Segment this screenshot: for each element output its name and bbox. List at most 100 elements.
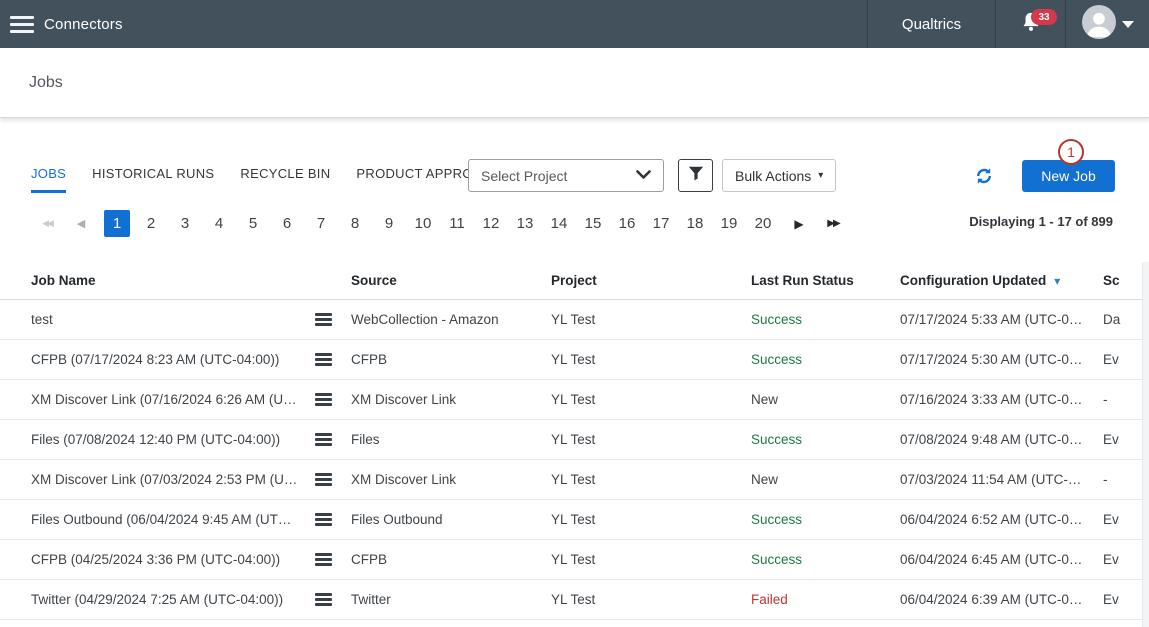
page-numbers: 1 2 3 4 5 6 7 8 9 10 11 12 13 14 15 16 17 18 19 20 [104, 210, 784, 237]
page-number-button[interactable]: 12 [482, 215, 500, 232]
job-name-cell[interactable]: CFPB (04/25/2024 3:36 PM (UTC-04:00)) [31, 552, 281, 567]
page-number-button[interactable]: 4 [214, 215, 224, 232]
top-bar: Connectors Qualtrics 33 [0, 0, 1149, 48]
row-menu-icon[interactable] [315, 513, 333, 526]
account-menu[interactable] [1065, 0, 1149, 48]
filter-button[interactable] [678, 159, 713, 192]
table-row[interactable]: Files Outbound (06/04/2024 9:45 AM (UT… … [0, 500, 1149, 540]
app-title: Connectors [44, 15, 123, 33]
project-cell: YL Test [551, 392, 596, 407]
job-name-cell[interactable]: XM Discover Link (07/03/2024 2:53 PM (U… [31, 472, 298, 487]
funnel-icon [687, 165, 705, 187]
tabs: JOBS HISTORICAL RUNS RECYCLE BIN PRODUCT AP… [31, 166, 523, 193]
page-number-button[interactable]: 18 [686, 215, 704, 232]
row-menu-icon[interactable] [315, 313, 333, 326]
last-page-button[interactable]: ▶▶ [827, 218, 840, 229]
bulk-actions-label: Bulk Actions [735, 167, 812, 184]
row-menu-icon[interactable] [315, 393, 333, 406]
brand-menu[interactable]: Qualtrics [867, 0, 995, 48]
project-select-value: Select Project [481, 167, 568, 184]
page-header-band: Jobs [0, 48, 1149, 118]
first-page-button[interactable]: ◀◀ [42, 218, 54, 228]
schedule-cell: Ev [1103, 512, 1119, 527]
refresh-button[interactable] [974, 166, 994, 186]
row-menu-icon[interactable] [315, 593, 333, 606]
schedule-cell: Da [1103, 312, 1121, 327]
column-header-project[interactable]: Project [551, 273, 597, 288]
status-badge: Success [751, 432, 803, 447]
page-number-button[interactable]: 5 [248, 215, 258, 232]
tab-product-approval[interactable]: PRODUCT APPROVAL [356, 166, 498, 181]
pagination: ◀◀ ◀ 1 2 3 4 5 6 7 8 9 10 11 12 13 14 15 16 17 18 19 20 ▶ ▶… [36, 210, 856, 237]
page-number-button[interactable]: 6 [282, 215, 292, 232]
sort-descending-icon[interactable]: ▾ [1054, 274, 1061, 288]
page-number-button[interactable]: 3 [180, 215, 190, 232]
job-name-cell[interactable]: Files Outbound (06/04/2024 9:45 AM (UT… [31, 512, 292, 527]
column-header-last-run-status[interactable]: Last Run Status [751, 273, 854, 288]
tab-jobs[interactable]: JOBS [31, 166, 67, 193]
status-badge: Success [751, 352, 803, 367]
tab-historical-runs[interactable]: HISTORICAL RUNS [92, 166, 215, 181]
row-menu-icon[interactable] [315, 473, 333, 486]
avatar [1081, 4, 1116, 44]
page-number-button[interactable]: 7 [316, 215, 326, 232]
notifications-button[interactable]: 33 [995, 0, 1065, 48]
schedule-cell: Ev [1103, 432, 1119, 447]
caret-down-icon: ▾ [818, 170, 824, 181]
configuration-updated-cell: 07/17/2024 5:33 AM (UTC-0… [900, 312, 1083, 327]
table-header-row: Job Name Source Project Last Run Status … [0, 262, 1149, 300]
page-number-button[interactable]: 15 [584, 215, 602, 232]
vertical-scrollbar[interactable] [1142, 262, 1149, 627]
page-number-button[interactable]: 11 [449, 215, 465, 232]
project-select[interactable]: Select Project [468, 159, 664, 192]
project-cell: YL Test [551, 552, 596, 567]
bulk-actions-button[interactable]: Bulk Actions ▾ [722, 159, 837, 192]
page-number-button[interactable]: 20 [754, 215, 772, 232]
schedule-cell: Ev [1103, 592, 1119, 607]
source-cell: CFPB [351, 352, 388, 367]
page-number-button[interactable]: 8 [350, 215, 360, 232]
column-header-schedule[interactable]: Sc [1103, 273, 1120, 288]
hamburger-menu-icon[interactable] [0, 0, 44, 48]
table-row[interactable]: CFPB (04/25/2024 3:36 PM (UTC-04:00)) CF… [0, 540, 1149, 580]
job-name-cell[interactable]: CFPB (07/17/2024 8:23 AM (UTC-04:00)) [31, 352, 280, 367]
page-number-button[interactable]: 17 [652, 215, 670, 232]
page-number-button[interactable]: 9 [384, 215, 394, 232]
page-number-button[interactable]: 10 [414, 215, 432, 232]
row-menu-icon[interactable] [315, 353, 333, 366]
page-number-button[interactable]: 16 [618, 215, 636, 232]
row-menu-icon[interactable] [315, 553, 333, 566]
page-number-button[interactable]: 2 [146, 215, 156, 232]
configuration-updated-cell: 06/04/2024 6:52 AM (UTC-0… [900, 512, 1083, 527]
status-badge: Success [751, 552, 803, 567]
table-row[interactable]: XM Discover Link (07/16/2024 6:26 AM (U…… [0, 380, 1149, 420]
page-number-button[interactable]: 1 [104, 210, 130, 237]
column-header-configuration-updated[interactable]: Configuration Updated ▾ [900, 273, 1061, 288]
previous-page-button[interactable]: ◀ [76, 218, 86, 230]
job-name-cell[interactable]: test [31, 312, 53, 327]
configuration-updated-cell: 07/17/2024 5:30 AM (UTC-0… [900, 352, 1083, 367]
new-job-button[interactable]: New Job [1022, 160, 1115, 192]
source-cell: XM Discover Link [351, 392, 457, 407]
tab-recycle-bin[interactable]: RECYCLE BIN [240, 166, 331, 181]
schedule-cell: Ev [1103, 552, 1119, 567]
table-row[interactable]: XM Discover Link (07/03/2024 2:53 PM (U…… [0, 460, 1149, 500]
column-header-job-name[interactable]: Job Name [31, 273, 96, 288]
page-number-button[interactable]: 19 [720, 215, 738, 232]
column-header-source[interactable]: Source [351, 273, 397, 288]
next-page-button[interactable]: ▶ [794, 216, 804, 231]
page-number-button[interactable]: 14 [550, 215, 568, 232]
job-name-cell[interactable]: Twitter (04/29/2024 7:25 AM (UTC-04:00)) [31, 592, 284, 607]
page-number-button[interactable]: 13 [516, 215, 534, 232]
chevron-down-icon [1121, 20, 1134, 28]
job-name-cell[interactable]: XM Discover Link (07/16/2024 6:26 AM (U… [31, 392, 297, 407]
schedule-cell: - [1103, 392, 1108, 407]
table-row[interactable]: test WebCollection - Amazon YL Test Succ… [0, 300, 1149, 340]
row-menu-icon[interactable] [315, 433, 333, 446]
table-row[interactable]: Twitter (04/29/2024 7:25 AM (UTC-04:00))… [0, 580, 1149, 620]
table-row[interactable]: CFPB (07/17/2024 8:23 AM (UTC-04:00)) CF… [0, 340, 1149, 380]
status-badge: Failed [751, 592, 788, 607]
table-body: test WebCollection - Amazon YL Test Succ… [0, 300, 1149, 620]
job-name-cell[interactable]: Files (07/08/2024 12:40 PM (UTC-04:00)) [31, 432, 281, 447]
table-row[interactable]: Files (07/08/2024 12:40 PM (UTC-04:00)) … [0, 420, 1149, 460]
